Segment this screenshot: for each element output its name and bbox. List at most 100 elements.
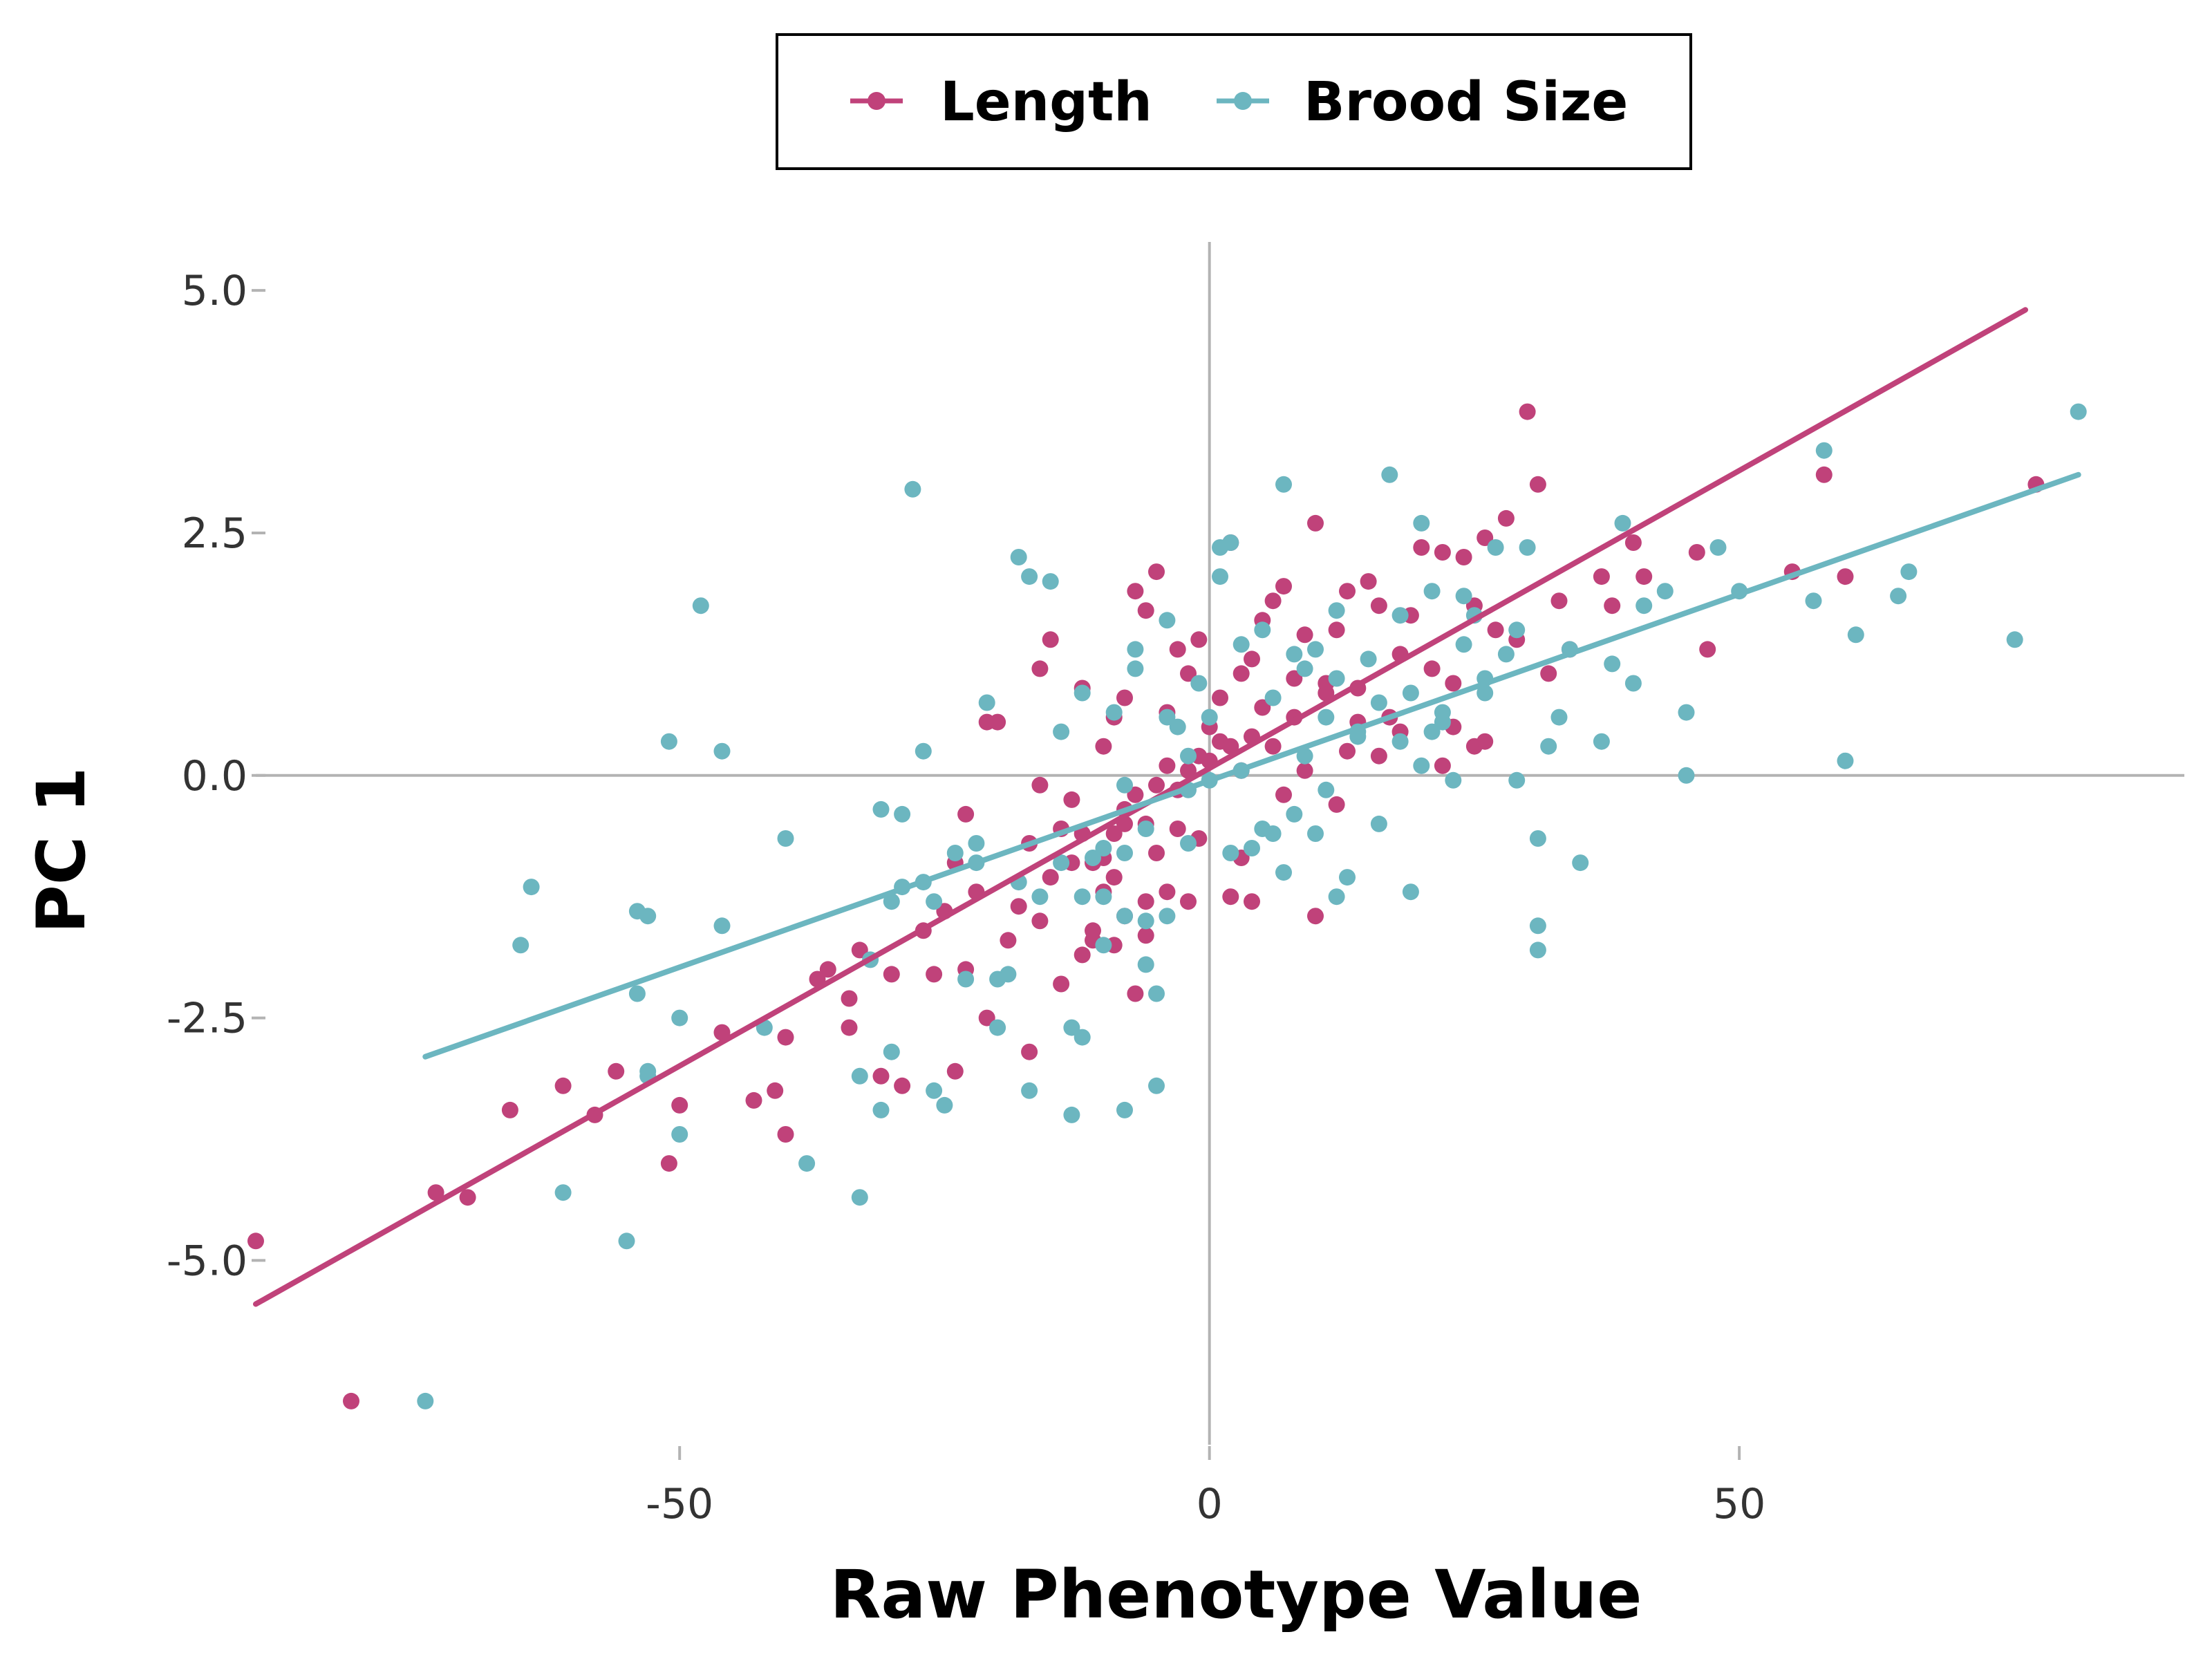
data-point	[1307, 514, 1324, 532]
data-point	[1148, 985, 1165, 1002]
data-point	[1307, 908, 1324, 925]
data-point	[1477, 529, 1494, 546]
series-length-points	[247, 403, 2045, 1409]
data-point	[671, 1009, 688, 1027]
data-point	[618, 1232, 635, 1250]
data-point	[1339, 869, 1356, 886]
data-point	[1190, 675, 1208, 692]
data-point	[1286, 646, 1303, 663]
data-point	[1116, 689, 1133, 706]
data-point	[1254, 621, 1271, 639]
data-point	[1074, 888, 1091, 906]
data-point	[926, 893, 943, 910]
data-point	[1254, 699, 1271, 716]
data-point	[1137, 893, 1154, 910]
reference-lines	[256, 242, 2184, 1445]
data-point	[1688, 544, 1705, 561]
data-point	[1000, 932, 1017, 949]
data-point	[1624, 534, 1642, 551]
data-point	[1413, 539, 1430, 556]
x-tick-label: -50	[646, 1480, 713, 1528]
data-point	[957, 805, 975, 823]
data-point	[1413, 757, 1430, 774]
data-point	[1540, 738, 1557, 755]
data-point	[1286, 670, 1303, 687]
data-point	[1105, 825, 1123, 842]
data-point	[798, 1155, 816, 1172]
data-point	[1180, 665, 1197, 682]
data-point	[1042, 631, 1059, 648]
data-point	[1296, 626, 1313, 644]
data-point	[851, 1189, 868, 1206]
data-point	[894, 1077, 911, 1094]
data-point	[427, 1184, 444, 1201]
data-point	[1455, 588, 1472, 605]
data-point	[1053, 975, 1070, 993]
data-point	[1805, 592, 1822, 610]
data-point	[1063, 1019, 1080, 1036]
data-point	[1031, 660, 1049, 677]
data-point	[692, 597, 709, 615]
data-point	[1529, 917, 1546, 935]
data-point	[608, 1062, 625, 1080]
legend-item-brood-size: Brood Size	[1217, 71, 1628, 133]
data-point	[1328, 888, 1345, 906]
data-point	[1010, 898, 1027, 915]
data-point	[1328, 621, 1345, 639]
data-point	[1105, 869, 1123, 886]
data-point	[1604, 655, 1621, 673]
data-point	[1232, 665, 1250, 682]
data-point	[1031, 912, 1049, 930]
data-point	[1180, 893, 1197, 910]
data-point	[819, 961, 836, 978]
data-point	[1201, 709, 1218, 726]
data-point	[1116, 845, 1133, 861]
data-point	[1709, 539, 1727, 556]
data-point	[1159, 757, 1176, 774]
data-point	[1042, 573, 1059, 590]
data-point	[660, 1155, 677, 1172]
data-point	[1275, 578, 1292, 595]
data-point	[1116, 908, 1133, 925]
data-point	[1328, 796, 1345, 813]
data-point	[904, 480, 921, 498]
data-point	[1339, 742, 1356, 760]
data-point	[883, 1043, 900, 1060]
data-point	[1678, 704, 1695, 721]
data-point	[1635, 597, 1653, 615]
data-point	[1550, 709, 1568, 726]
data-point	[1031, 888, 1049, 906]
data-point	[1042, 869, 1059, 886]
data-point	[1328, 670, 1345, 687]
data-point	[1434, 713, 1451, 731]
data-point	[1148, 776, 1165, 794]
data-point	[1318, 684, 1335, 702]
data-point	[343, 1392, 359, 1409]
data-point	[1053, 854, 1070, 872]
data-point	[1445, 675, 1462, 692]
y-tick-labels: 5.0 2.5 0.0 -2.5 -5.0	[167, 267, 247, 1285]
data-point	[968, 835, 985, 852]
data-point	[1222, 534, 1239, 551]
data-point	[841, 1019, 858, 1036]
data-point	[1296, 660, 1313, 677]
data-point	[639, 908, 657, 925]
data-point	[1031, 776, 1049, 794]
data-point	[1455, 636, 1472, 653]
data-point	[459, 1189, 476, 1206]
x-tick-label: 0	[1197, 1480, 1223, 1528]
data-point	[978, 694, 995, 711]
data-point	[745, 1091, 762, 1109]
data-point	[936, 1096, 953, 1114]
data-point	[1095, 888, 1112, 906]
y-tick-label: 2.5	[182, 509, 247, 558]
data-point	[1402, 684, 1419, 702]
data-point	[1244, 840, 1260, 856]
data-point	[915, 742, 932, 760]
data-point	[1519, 403, 1536, 420]
data-point	[1360, 650, 1377, 668]
data-point	[1614, 514, 1631, 532]
data-point	[1095, 738, 1112, 755]
data-point	[1169, 641, 1186, 658]
data-point	[1370, 597, 1387, 615]
